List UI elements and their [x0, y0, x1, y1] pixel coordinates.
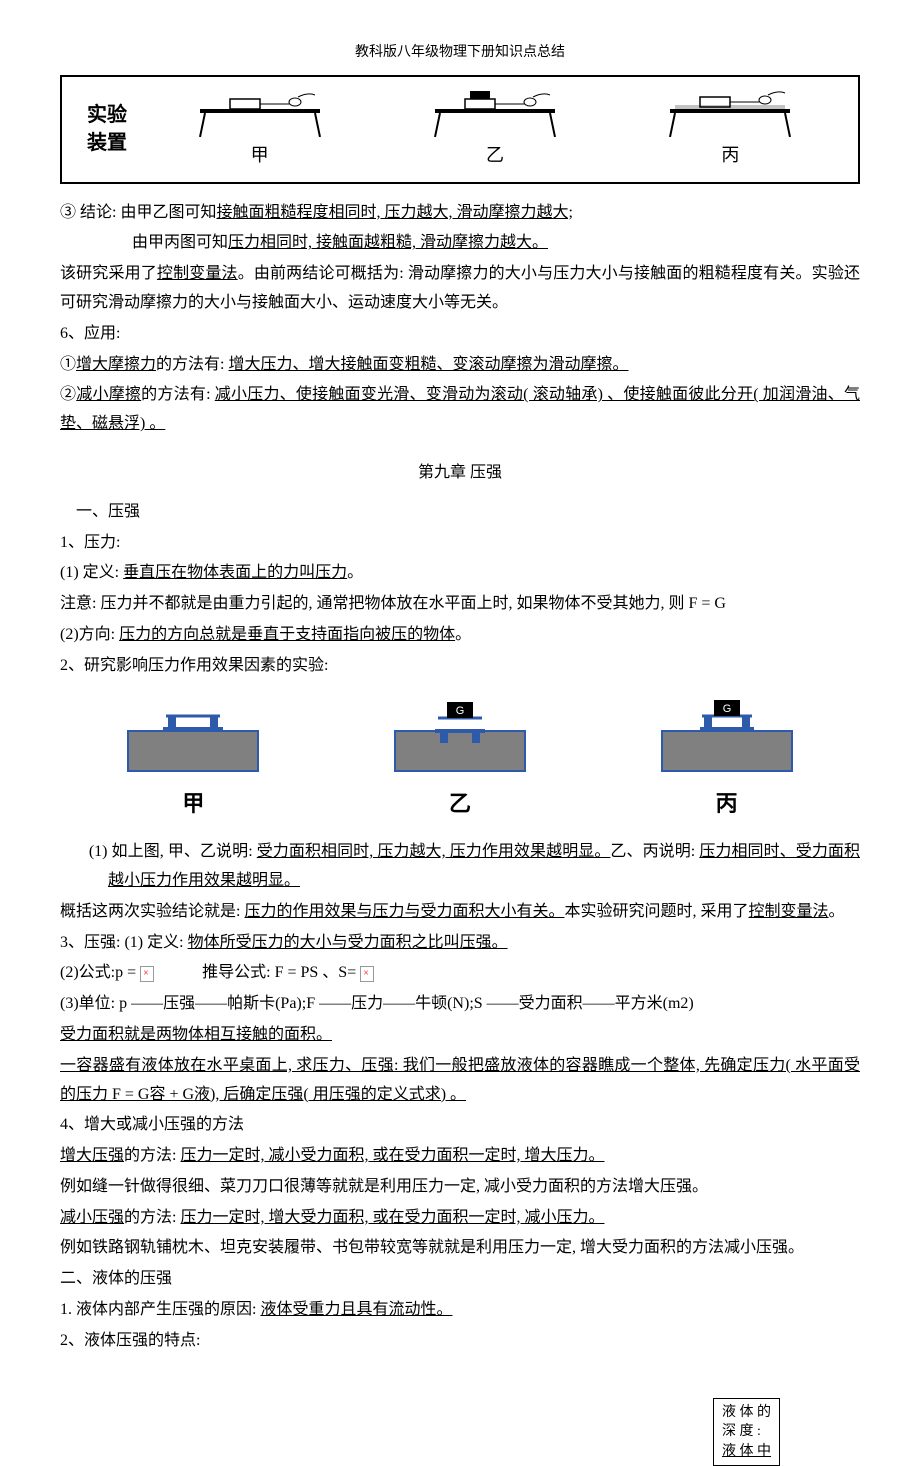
text-line: 1、压力:	[60, 529, 860, 558]
text-line: 注意: 压力并不都就是由重力引起的, 通常把物体放在水平面上时, 如果物体不受其…	[60, 590, 860, 619]
setup-jia: 甲	[180, 87, 340, 171]
setup-bing: 丙	[650, 87, 810, 171]
setup-label: 甲	[251, 139, 269, 171]
text-line: (2)方向: 压力的方向总就是垂直于支持面指向被压的物体。	[60, 621, 860, 650]
text-line: 6、应用:	[60, 320, 860, 349]
pressure-setup-jia: 甲	[118, 696, 268, 824]
text-line: 该研究采用了控制变量法。由前两结论可概括为: 滑动摩擦力的大小与压力大小与接触面…	[60, 260, 860, 318]
text-line: 例如铁路钢轨铺枕木、坦克安装履带、书包带较宽等就就是利用压力一定, 增大受力面积…	[60, 1234, 860, 1263]
table-icon	[650, 87, 810, 137]
text-line: 例如缝一针做得很细、菜刀刀口很薄等就就是利用压力一定, 减小受力面积的方法增大压…	[60, 1173, 860, 1202]
broken-image-icon	[140, 966, 154, 982]
page-header: 教科版八年级物理下册知识点总结	[60, 40, 860, 65]
note-line: 深 度 :	[722, 1422, 771, 1442]
formula-line: (2)公式:p = 推导公式: F = PS 、S=	[60, 959, 860, 988]
table-icon	[415, 87, 575, 137]
setup-label: 甲	[182, 784, 204, 824]
svg-text:G: G	[722, 703, 731, 715]
broken-image-icon	[360, 966, 374, 982]
text-line: ③ 结论: 由甲乙图可知接触面粗糙程度相同时, 压力越大, 滑动摩擦力越大;	[60, 199, 860, 228]
svg-text:G: G	[456, 705, 465, 717]
sponge-icon: G	[652, 696, 802, 776]
diagram-side-label: 实验 装置	[72, 101, 142, 157]
note-line: 液 体 中	[722, 1442, 771, 1462]
text-line: 受力面积就是两物体相互接触的面积。	[60, 1021, 860, 1050]
text-line: (1) 定义: 垂直压在物体表面上的力叫压力。	[60, 559, 860, 588]
pressure-setup-yi: G 乙	[385, 696, 535, 824]
pressure-diagram: 甲 G 乙 G 丙	[60, 696, 860, 824]
note-line: 液 体 的	[722, 1403, 771, 1423]
text-line: (1) 如上图, 甲、乙说明: 受力面积相同时, 压力越大, 压力作用效果越明显…	[60, 838, 860, 896]
text-line: 2、液体压强的特点:	[60, 1327, 860, 1356]
text-line: 4、增大或减小压强的方法	[60, 1111, 860, 1140]
experiment-diagram-friction: 实验 装置 甲	[60, 75, 860, 183]
text-line: 概括这两次实验结论就是: 压力的作用效果与压力与受力面积大小有关。本实验研究问题…	[60, 898, 860, 927]
text-line: (3)单位: p ——压强——帕斯卡(Pa);F ——压力——牛顿(N);S —…	[60, 990, 860, 1019]
section-heading: 一、压强	[60, 498, 860, 527]
text-line: ①增大摩擦力的方法有: 增大压力、增大接触面变粗糙、变滚动摩擦为滑动摩擦。	[60, 351, 860, 380]
text-line: ②减小摩擦的方法有: 减小压力、使接触面变光滑、变滑动为滚动( 滚动轴承) 、使…	[60, 381, 860, 439]
setup-label: 丙	[716, 784, 738, 824]
text-line: 增大压强的方法: 压力一定时, 减小受力面积, 或在受力面积一定时, 增大压力。	[60, 1142, 860, 1171]
text-line: 3、压强: (1) 定义: 物体所受压力的大小与受力面积之比叫压强。	[60, 929, 860, 958]
text-line: 1. 液体内部产生压强的原因: 液体受重力且具有流动性。	[60, 1296, 860, 1325]
setup-label: 丙	[721, 139, 739, 171]
text-line: 由甲丙图可知压力相同时, 接触面越粗糙, 滑动摩擦力越大。	[60, 229, 860, 258]
text-line: 一容器盛有液体放在水平桌面上, 求压力、压强: 我们一般把盛放液体的容器瞧成一个…	[60, 1052, 860, 1110]
chapter-title: 第九章 压强	[60, 459, 860, 488]
sponge-icon	[118, 696, 268, 776]
floating-note-box: 液 体 的 深 度 : 液 体 中	[713, 1398, 780, 1466]
setup-yi: 乙	[415, 87, 575, 171]
section-heading: 二、液体的压强	[60, 1265, 860, 1294]
setup-label: 乙	[449, 784, 471, 824]
table-icon	[180, 87, 340, 137]
text-line: 减小压强的方法: 压力一定时, 增大受力面积, 或在受力面积一定时, 减小压力。	[60, 1204, 860, 1233]
pressure-setup-bing: G 丙	[652, 696, 802, 824]
text-line: 2、研究影响压力作用效果因素的实验:	[60, 652, 860, 681]
sponge-icon: G	[385, 696, 535, 776]
setup-label: 乙	[486, 139, 504, 171]
label-line: 装置	[87, 129, 127, 157]
label-line: 实验	[87, 101, 127, 129]
